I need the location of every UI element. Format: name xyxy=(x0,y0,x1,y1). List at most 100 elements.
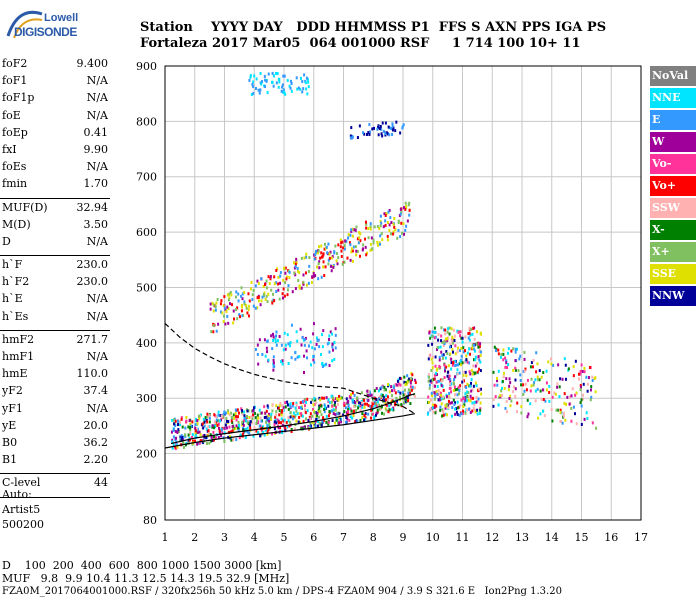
echo-dot xyxy=(171,418,174,422)
param-divider xyxy=(0,473,110,475)
echo-dot xyxy=(364,220,367,224)
echo-dot xyxy=(369,248,372,252)
echo-dot xyxy=(246,426,249,430)
echo-dot xyxy=(222,314,225,318)
echo-dot xyxy=(289,421,292,425)
echo-dot xyxy=(216,423,219,427)
echo-dot xyxy=(258,424,261,428)
echo-dot xyxy=(281,359,284,363)
echo-dot xyxy=(284,427,287,431)
echo-dot xyxy=(299,420,302,424)
x-axis-ticks: 1 2 3 4 5 6 7 8 9 10 11 12 13 14 15 16 17 xyxy=(162,531,649,544)
echo-dot xyxy=(552,363,555,367)
param-value: 9.400 xyxy=(76,57,109,70)
echo-dot xyxy=(302,419,305,423)
echo-dot xyxy=(273,299,276,303)
echo-dot xyxy=(300,406,303,410)
echo-dot xyxy=(306,356,309,360)
echo-dot xyxy=(205,436,208,440)
echo-dot xyxy=(187,425,190,429)
echo-dot xyxy=(267,72,270,76)
echo-dot xyxy=(283,331,286,335)
echo-dot xyxy=(359,408,362,412)
echo-dot xyxy=(472,384,475,388)
echo-dot xyxy=(271,409,274,413)
echo-dot xyxy=(432,410,435,414)
x-tick-label: 9 xyxy=(400,531,407,544)
echo-dot xyxy=(572,374,575,378)
echo-dot xyxy=(342,246,345,250)
echo-dot xyxy=(351,234,354,238)
echo-dot xyxy=(508,377,511,381)
echo-dot xyxy=(458,386,461,390)
echo-dot xyxy=(306,409,309,413)
echo-dot xyxy=(358,231,361,235)
echo-dot xyxy=(294,406,297,410)
echo-dot xyxy=(586,416,589,420)
echo-dot xyxy=(312,274,315,278)
echo-dot xyxy=(194,432,197,436)
echo-dot xyxy=(333,250,336,254)
echo-dot xyxy=(177,419,180,423)
echo-dot xyxy=(311,346,314,350)
echo-dot xyxy=(218,429,221,433)
echo-dot xyxy=(232,437,235,441)
echo-dot xyxy=(514,350,517,354)
echo-dot xyxy=(318,406,321,410)
echo-dot xyxy=(257,282,260,286)
echo-dot xyxy=(447,406,450,410)
echo-dot xyxy=(344,420,347,424)
echo-dot xyxy=(308,425,311,429)
echo-dot xyxy=(465,358,468,362)
param-value: 44 xyxy=(94,476,108,490)
echo-dot xyxy=(462,405,465,409)
param-group-4: hmF2 271.7 hmF1 N/A hmE 110.0 yF2 37.4 yF1 N/A yE 2… xyxy=(0,333,110,471)
echo-dot xyxy=(171,446,174,450)
echo-dot xyxy=(380,393,383,397)
echo-dot xyxy=(209,307,212,311)
echo-dot xyxy=(194,429,197,433)
echo-dot xyxy=(536,387,539,391)
echo-dot xyxy=(564,377,567,381)
echo-dot xyxy=(349,396,352,400)
param-key: yF2 xyxy=(2,384,23,398)
echo-dot xyxy=(506,366,509,370)
echo-dot xyxy=(322,329,325,333)
echo-dot xyxy=(322,419,325,423)
echo-dot xyxy=(378,227,381,231)
echo-dot xyxy=(346,410,349,414)
echo-dot xyxy=(456,406,459,410)
echo-dot xyxy=(350,250,353,254)
echo-dot xyxy=(222,320,225,324)
echo-dot xyxy=(499,394,502,398)
echo-dot xyxy=(196,428,199,432)
echo-dot xyxy=(212,309,215,313)
echo-dot xyxy=(468,347,471,351)
echo-dot xyxy=(435,404,438,408)
echo-dot xyxy=(545,388,548,392)
echo-dot xyxy=(280,360,283,364)
echo-dot xyxy=(375,411,378,415)
echo-dot xyxy=(265,279,268,283)
param-row: h`F2 230.0 xyxy=(0,275,110,292)
echo-dot xyxy=(271,403,274,407)
echo-dot xyxy=(568,402,571,406)
echo-dot xyxy=(376,400,379,404)
echo-dot xyxy=(400,221,403,225)
echo-dot xyxy=(473,337,476,341)
echo-dot xyxy=(284,266,287,270)
echo-dot xyxy=(479,408,482,412)
echo-dot xyxy=(492,397,495,401)
echo-dot xyxy=(248,423,251,427)
echo-dot xyxy=(244,436,247,440)
echo-dot xyxy=(520,405,523,409)
echo-dot xyxy=(275,404,278,408)
echo-dot xyxy=(275,281,278,285)
echo-dot xyxy=(532,383,535,387)
echo-dot xyxy=(238,436,241,440)
echo-dot xyxy=(324,246,327,250)
echo-dot xyxy=(196,419,199,423)
echo-dot xyxy=(267,358,270,362)
echo-dot xyxy=(438,355,441,359)
